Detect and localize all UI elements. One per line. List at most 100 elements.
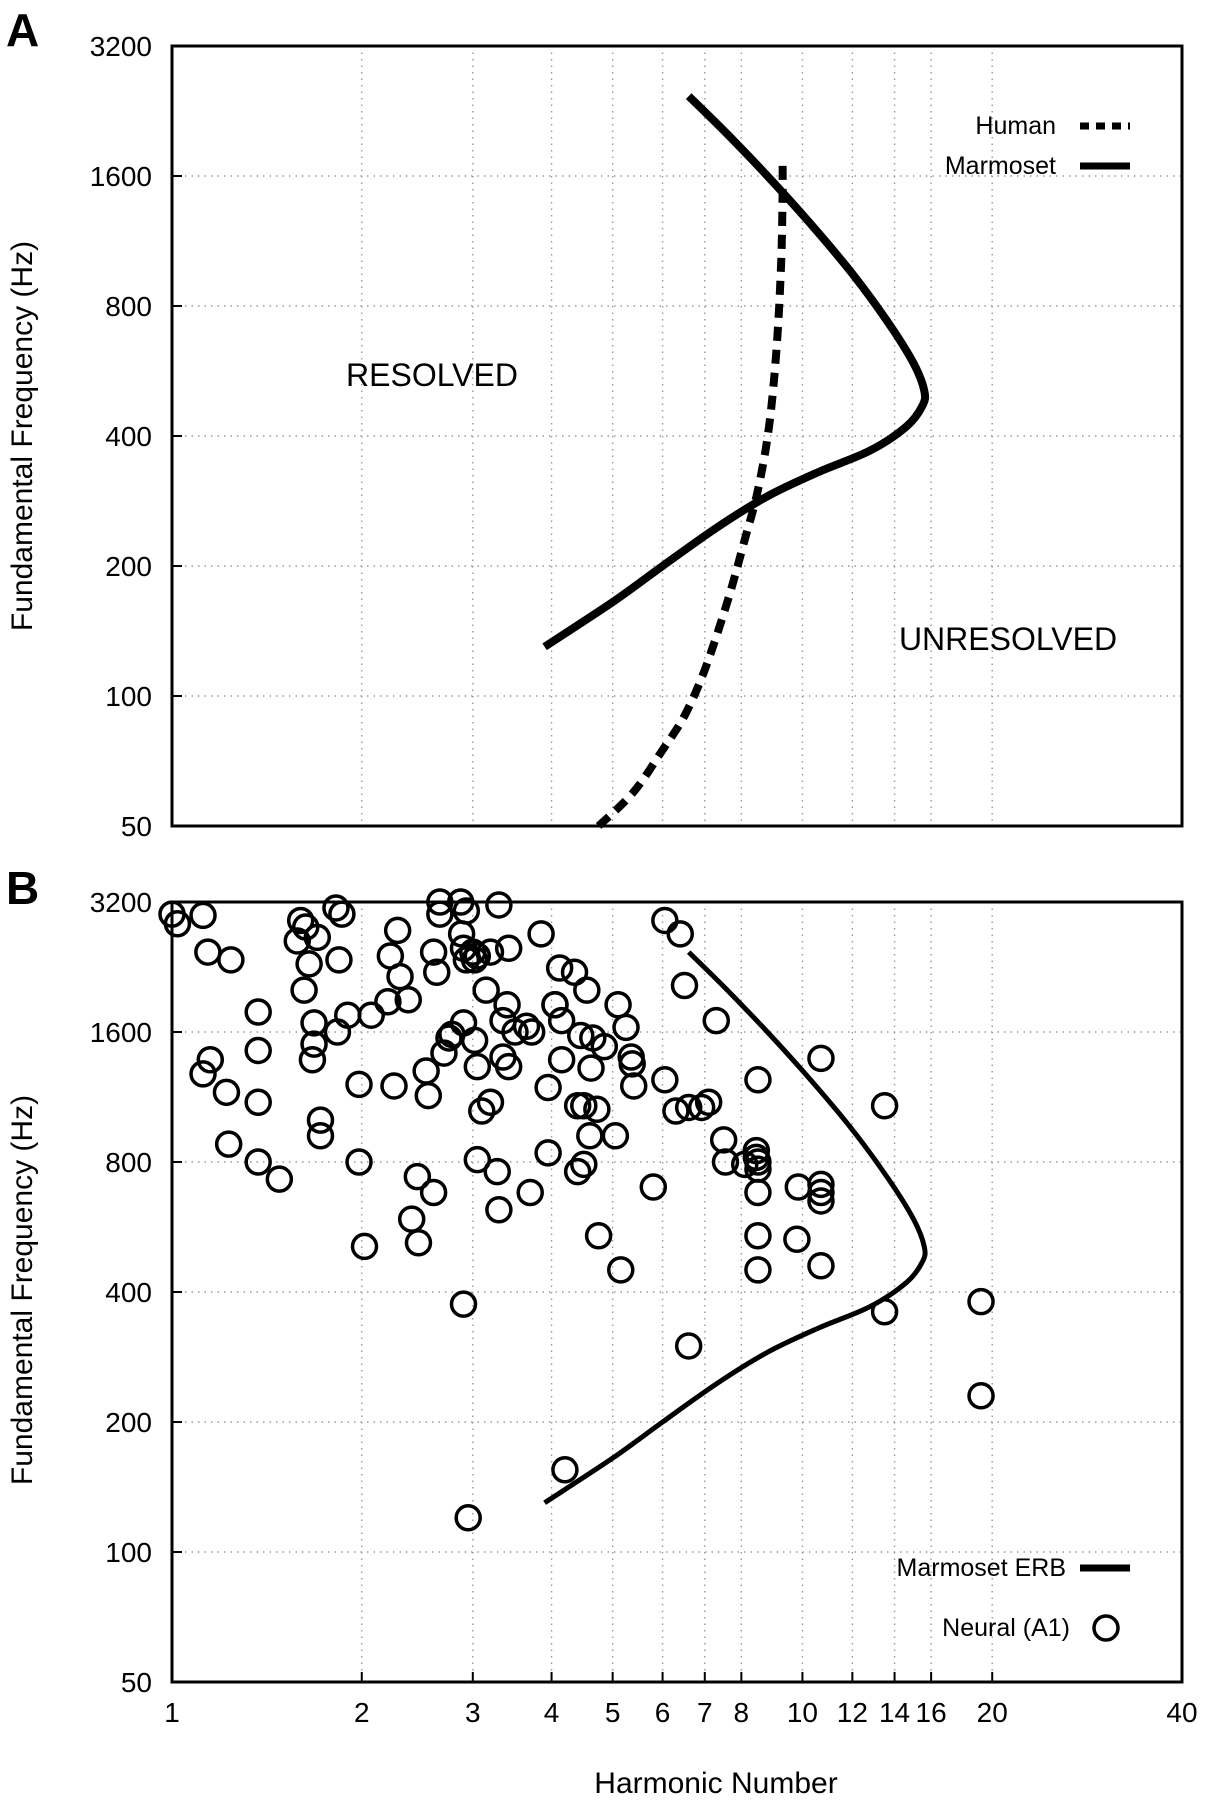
data-point-neural-a1	[325, 946, 353, 974]
data-point-neural-a1	[534, 1073, 562, 1102]
data-point-neural-a1	[584, 1221, 613, 1250]
data-point-neural-a1	[394, 986, 423, 1014]
data-point-neural-a1	[244, 1036, 272, 1065]
data-point-neural-a1	[485, 1196, 513, 1224]
data-point-neural-a1	[189, 901, 217, 930]
data-point-neural-a1	[607, 1256, 635, 1284]
panel-a: A 50 100 200 400 800 1600 3200 Fundamental Fre…	[6, 4, 1184, 842]
data-point-neural-a1	[463, 942, 492, 970]
legend: Marmoset ERB Neural (A1)	[897, 1554, 1130, 1642]
data-point-neural-a1	[494, 934, 523, 963]
data-point-neural-a1	[651, 1066, 679, 1094]
data-point-neural-a1	[742, 1136, 771, 1165]
data-point-neural-a1	[265, 1165, 294, 1193]
data-point-neural-a1	[328, 900, 356, 928]
data-point-neural-a1	[694, 1088, 723, 1117]
data-point-neural-a1	[345, 1070, 373, 1099]
data-point-neural-a1	[426, 888, 454, 916]
y-tick-label: 400	[105, 1277, 152, 1308]
x-tick-label: 1	[164, 1697, 180, 1728]
x-tick-label: 2	[354, 1697, 370, 1728]
series-layer	[158, 888, 995, 1532]
y-tick-label: 800	[105, 291, 152, 322]
data-point-neural-a1	[618, 1050, 646, 1078]
data-point-neural-a1	[419, 938, 448, 966]
data-point-neural-a1	[547, 1006, 576, 1035]
data-point-neural-a1	[483, 1157, 511, 1186]
data-point-neural-a1	[244, 998, 272, 1026]
data-point-neural-a1	[286, 906, 315, 935]
x-tick-label: 40	[1166, 1697, 1197, 1728]
data-point-neural-a1	[541, 991, 569, 1019]
data-point-neural-a1	[807, 1252, 835, 1280]
legend-label-human: Human	[975, 112, 1056, 140]
data-point-neural-a1	[189, 1060, 217, 1088]
data-point-neural-a1	[306, 1106, 335, 1134]
data-point-neural-a1	[485, 891, 513, 919]
data-point-neural-a1	[303, 923, 332, 952]
data-point-neural-a1	[670, 971, 699, 1000]
data-point-neural-a1	[744, 1148, 772, 1176]
y-tick-label: 400	[105, 421, 152, 452]
data-point-neural-a1	[744, 1221, 772, 1250]
x-axis-title: Harmonic Number	[594, 1767, 837, 1800]
y-tick-label: 800	[105, 1147, 152, 1178]
data-point-neural-a1	[196, 1045, 225, 1074]
data-point-neural-a1	[560, 958, 589, 987]
data-point-neural-a1	[306, 1122, 335, 1150]
data-point-neural-a1	[567, 1021, 595, 1050]
data-point-neural-a1	[383, 916, 412, 945]
x-tick-label: 10	[787, 1697, 818, 1728]
data-point-neural-a1	[404, 1229, 433, 1257]
legend: Human Marmoset	[945, 112, 1130, 180]
x-tick-label: 8	[734, 1697, 750, 1728]
legend-label-marmoset-erb: Marmoset ERB	[897, 1554, 1066, 1582]
data-point-neural-a1	[472, 976, 500, 1004]
x-tick-label: 4	[544, 1697, 560, 1728]
data-point-neural-a1	[702, 1006, 731, 1035]
data-point-neural-a1	[419, 1178, 448, 1207]
y-tick-label: 50	[121, 1667, 152, 1698]
data-point-neural-a1	[651, 906, 679, 935]
y-ticks: 50 100 200 400 800 1600 3200	[90, 31, 182, 842]
data-point-neural-a1	[744, 1256, 772, 1284]
data-point-neural-a1	[570, 1091, 598, 1120]
data-point-neural-a1	[517, 1018, 546, 1046]
data-point-neural-a1	[744, 1178, 772, 1207]
x-tick-label: 14	[879, 1697, 910, 1728]
legend-swatch-neural-a1	[1092, 1614, 1120, 1642]
y-tick-label: 200	[105, 1407, 152, 1438]
data-point-neural-a1	[290, 976, 318, 1004]
x-tick-label: 12	[837, 1697, 868, 1728]
data-point-neural-a1	[807, 1178, 835, 1207]
data-point-neural-a1	[295, 950, 323, 978]
data-point-neural-a1	[590, 1032, 619, 1061]
series-line-human	[595, 159, 787, 829]
y-tick-label: 3200	[90, 31, 152, 62]
data-point-neural-a1	[423, 958, 451, 987]
y-tick-label: 50	[121, 811, 152, 842]
data-point-neural-a1	[460, 946, 489, 974]
data-point-neural-a1	[573, 976, 601, 1004]
data-point-neural-a1	[426, 900, 454, 928]
data-point-neural-a1	[386, 962, 414, 991]
data-point-neural-a1	[583, 1095, 611, 1123]
y-ticks: 50 100 200 400 800 1600 3200	[90, 887, 182, 1698]
x-tick-label: 6	[655, 1697, 671, 1728]
data-point-neural-a1	[516, 1178, 544, 1207]
data-point-neural-a1	[412, 1057, 440, 1085]
data-point-neural-a1	[476, 1088, 505, 1117]
x-tick-label: 5	[605, 1697, 621, 1728]
data-point-neural-a1	[357, 1001, 385, 1029]
data-point-neural-a1	[397, 1205, 426, 1233]
data-point-neural-a1	[674, 1332, 703, 1360]
y-tick-label: 100	[105, 1537, 152, 1568]
data-point-neural-a1	[493, 991, 521, 1019]
x-ticks: 1 2 3 4 5 6 7 8 10 12 14 16 20 40	[164, 1672, 1198, 1728]
data-point-neural-a1	[212, 1078, 241, 1107]
data-point-neural-a1	[784, 1173, 813, 1201]
y-tick-label: 3200	[90, 887, 152, 918]
y-tick-label: 100	[105, 681, 152, 712]
